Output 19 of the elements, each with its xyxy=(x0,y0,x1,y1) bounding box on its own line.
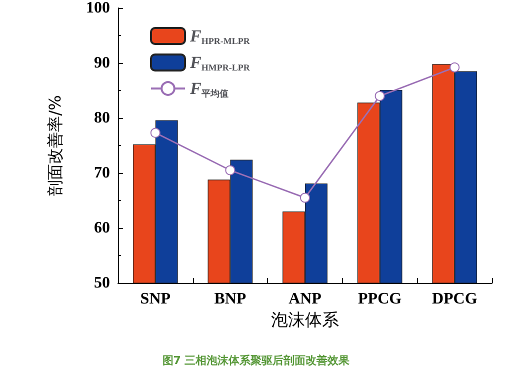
y-tick-label: 70 xyxy=(94,164,110,182)
x-tick-label: ANP xyxy=(288,290,322,308)
point xyxy=(300,192,310,203)
y-tick-label: 50 xyxy=(94,274,110,292)
x-tick-label: SNP xyxy=(140,290,171,308)
point xyxy=(374,91,385,101)
x-tick-label: PPCG xyxy=(358,290,402,308)
x-axis-title: 泡沫体系 xyxy=(271,310,339,330)
y-tick-label: 90 xyxy=(94,54,110,72)
x-tick-label: BNP xyxy=(214,290,246,308)
y-axis-title: 剖面改善率/% xyxy=(46,95,64,196)
x-tick-label: DPCG xyxy=(432,290,478,308)
point xyxy=(450,62,460,72)
caption: 图7 三相泡沫体系聚驱后剖面改善效果 xyxy=(162,354,351,367)
y-tick-label: 100 xyxy=(86,0,110,16)
y-tick-label: 60 xyxy=(94,220,110,236)
y-tick-label: 80 xyxy=(94,110,110,126)
point xyxy=(150,128,160,138)
point xyxy=(225,165,236,176)
